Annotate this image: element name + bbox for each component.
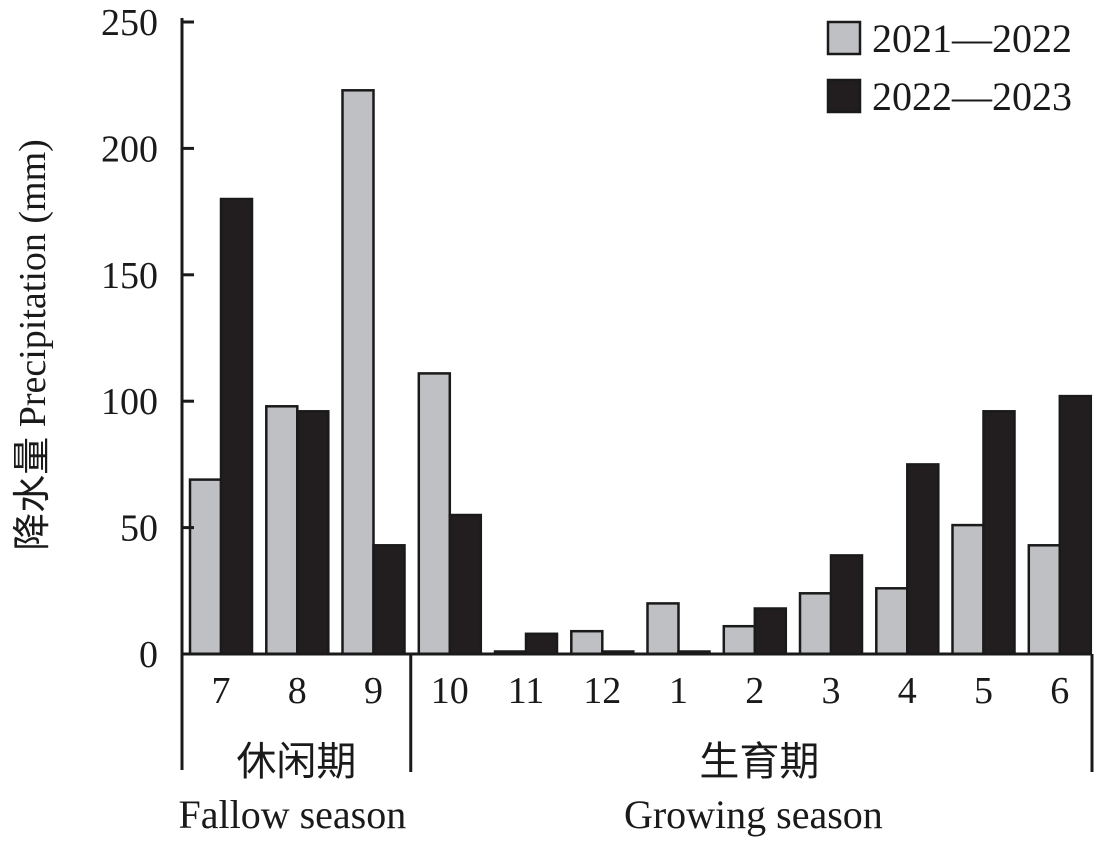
bar-series2-month-8 [296,410,330,656]
y-axis-label: 降水量 Precipitation (mm) [12,139,54,551]
bar-series1-month-3 [798,592,833,656]
bar-series2-month-5 [982,410,1016,656]
y-tick-label: 250 [101,2,158,44]
x-tick-label: 3 [822,670,841,712]
bar-series1-month-7 [188,478,223,656]
x-tick-label: 8 [288,670,307,712]
bar-series2-month-7 [219,197,254,656]
x-tick-label: 6 [1050,670,1069,712]
season-groups: 休闲期 Fallow season 生育期 Growing season [178,654,1094,837]
bar-series1-month-2 [722,624,757,656]
legend-swatch [826,20,862,56]
y-tick-label: 0 [139,634,158,676]
bar-series2-month-10 [448,513,483,656]
legend-swatch [826,78,862,114]
x-tick-label: 2 [745,670,764,712]
x-tick-label: 10 [431,670,469,712]
y-tick-label: 200 [101,128,158,170]
legend-label: 2021—2022 [872,16,1072,61]
season-label-cn: 生育期 [699,739,819,784]
season-label-cn: 休闲期 [236,739,356,784]
bar-series2-month-9 [372,544,406,656]
legend: 2021—2022 2022—2023 [826,16,1072,119]
x-tick-label: 11 [508,670,545,712]
y-tick-label: 150 [101,255,158,297]
plot-area [188,89,1093,656]
bar-series2-month-3 [829,554,864,656]
x-tick-label: 7 [212,670,231,712]
x-tick-label: 1 [669,670,688,712]
season-label-en: Fallow season [178,792,406,837]
bar-series1-month-4 [875,587,909,656]
y-tick-label: 100 [101,381,158,423]
x-tick-label: 5 [974,670,993,712]
x-tick-label: 12 [583,670,621,712]
bar-series2-month-6 [1058,394,1093,656]
bar-series2-month-11 [524,632,559,656]
season-label-en: Growing season [624,792,883,837]
bar-series1-month-10 [417,372,452,656]
bar-series1-month-8 [265,405,299,656]
x-tick-label: 9 [364,670,383,712]
x-axis: 7 8 9 10 11 12 1 2 3 4 5 6 [182,652,1092,712]
bar-series1-month-9 [341,89,375,656]
bar-series1-month-6 [1027,544,1062,656]
x-tick-label: 4 [898,670,917,712]
bar-series1-month-12 [570,629,604,656]
bar-series1-month-1 [646,602,680,656]
y-axis: 0 50 100 150 200 250 [101,2,194,676]
bar-series2-month-2 [753,607,788,656]
y-tick-label: 50 [120,508,158,550]
bar-series1-month-5 [951,523,985,656]
legend-label: 2022—2023 [872,74,1072,119]
bar-series2-month-4 [906,463,940,656]
